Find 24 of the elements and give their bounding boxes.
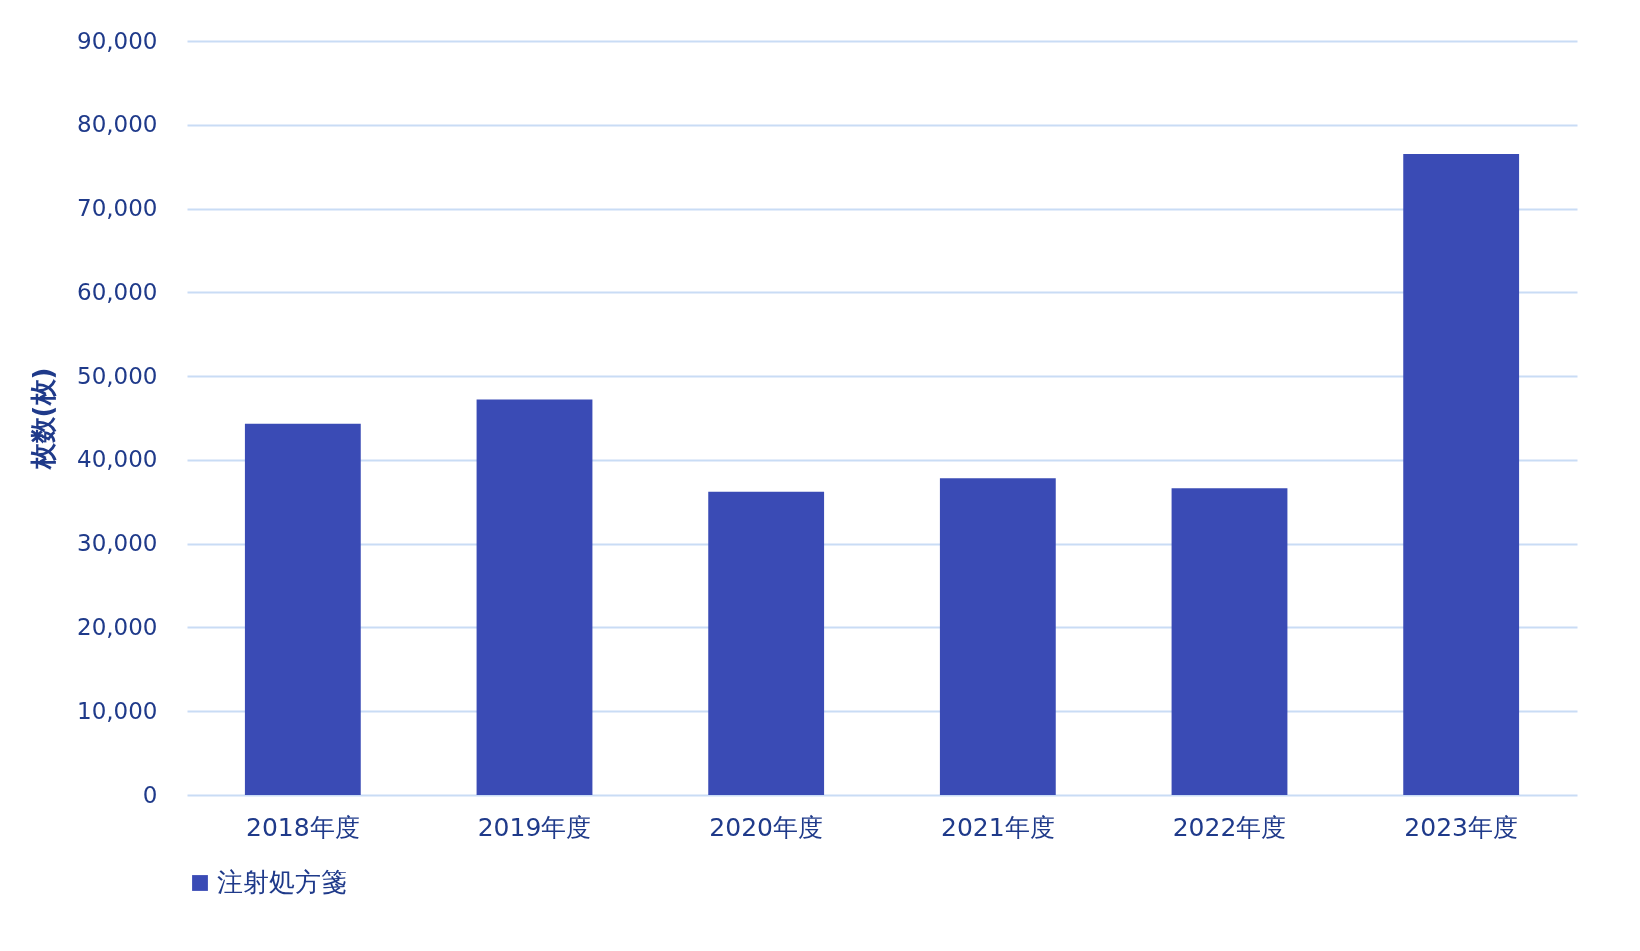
x-tick-label: 2019年度 bbox=[477, 812, 592, 842]
x-tick-label: 2020年度 bbox=[709, 812, 823, 842]
y-tick-label: 40,000 bbox=[77, 446, 158, 473]
y-tick-label: 20,000 bbox=[77, 613, 158, 640]
y-tick-label: 70,000 bbox=[77, 195, 158, 222]
y-tick-label: 30,000 bbox=[77, 530, 158, 557]
x-tick-label: 2021年度 bbox=[941, 812, 1055, 842]
x-tick-label: 2022年度 bbox=[1172, 812, 1287, 842]
bar bbox=[476, 399, 593, 795]
x-tick-label: 2023年度 bbox=[1404, 812, 1518, 842]
x-tick-label: 2018年度 bbox=[246, 812, 360, 842]
bar bbox=[244, 423, 361, 795]
bar bbox=[939, 478, 1056, 795]
bar bbox=[1171, 488, 1288, 795]
y-tick-label: 50,000 bbox=[77, 362, 158, 389]
bar bbox=[708, 491, 825, 795]
y-tick-label: 90,000 bbox=[77, 27, 158, 54]
y-tick-label: 60,000 bbox=[77, 278, 158, 305]
y-tick-label: 10,000 bbox=[77, 697, 158, 724]
y-tick-label: 80,000 bbox=[77, 111, 158, 138]
bar bbox=[1403, 154, 1520, 795]
y-axis-title: 枚数(枚) bbox=[28, 367, 59, 471]
y-tick-label: 0 bbox=[142, 781, 158, 808]
legend-label: 注射処方箋 bbox=[217, 867, 347, 897]
